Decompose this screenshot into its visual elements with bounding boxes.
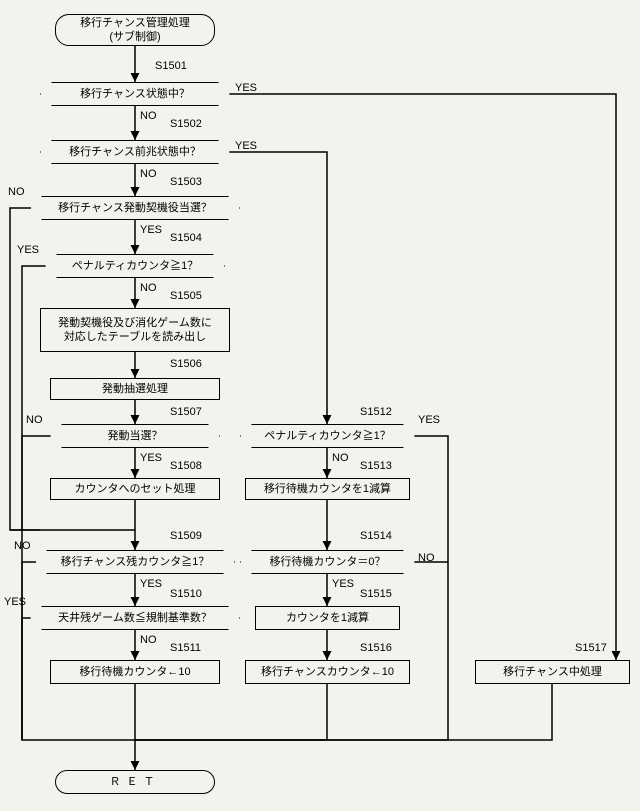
s1502-text: 移行チャンス前兆状態中？ — [69, 145, 201, 159]
s1510-no: NO — [140, 634, 157, 646]
s1508-process: カウンタへのセット処理 — [50, 478, 220, 500]
s1515-text: カウンタを1減算 — [286, 611, 369, 625]
s1514-step: S1514 — [360, 530, 392, 542]
s1501-no: NO — [140, 110, 157, 122]
s1504-step: S1504 — [170, 232, 202, 244]
s1512-no: NO — [332, 452, 349, 464]
s1515-step: S1515 — [360, 588, 392, 600]
ret-terminal: ＲＥＴ — [55, 770, 215, 794]
s1501-yes: YES — [235, 82, 257, 94]
s1512-text: ペナルティカウンタ≧1？ — [264, 429, 390, 443]
s1507-no: NO — [26, 414, 43, 426]
s1517-text: 移行チャンス中処理 — [503, 665, 602, 679]
s1513-text: 移行待機カウンタを1減算 — [264, 482, 391, 496]
s1513-process: 移行待機カウンタを1減算 — [245, 478, 410, 500]
s1502-decision: 移行チャンス前兆状態中？ — [40, 140, 230, 164]
s1507-decision: 発動当選？ — [50, 424, 220, 448]
s1508-text: カウンタへのセット処理 — [75, 482, 196, 496]
s1501-step: S1501 — [155, 60, 187, 72]
s1509-no: NO — [14, 540, 31, 552]
s1512-yes: YES — [418, 414, 440, 426]
s1516-text: 移行チャンスカウンタ←10 — [261, 665, 394, 679]
s1512-decision: ペナルティカウンタ≧1？ — [240, 424, 415, 448]
s1505-step: S1505 — [170, 290, 202, 302]
s1509-yes: YES — [140, 578, 162, 590]
s1504-yes: YES — [17, 244, 39, 256]
s1504-text: ペナルティカウンタ≧1？ — [72, 259, 198, 273]
s1503-yes: YES — [140, 224, 162, 236]
s1511-text: 移行待機カウンタ←10 — [79, 665, 190, 679]
s1507-yes: YES — [140, 452, 162, 464]
s1504-no: NO — [140, 282, 157, 294]
s1512-step: S1512 — [360, 406, 392, 418]
s1509-text: 移行チャンス残カウンタ≧1？ — [61, 555, 210, 569]
s1509-decision: 移行チャンス残カウンタ≧1？ — [35, 550, 235, 574]
start-label: 移行チャンス管理処理 (サブ制御) — [80, 16, 190, 45]
s1506-step: S1506 — [170, 358, 202, 370]
s1517-step: S1517 — [575, 642, 607, 654]
s1502-step: S1502 — [170, 118, 202, 130]
ret-label: ＲＥＴ — [110, 775, 161, 789]
s1517-process: 移行チャンス中処理 — [475, 660, 630, 684]
s1510-text: 天井残ゲーム数≦規制基準数？ — [58, 611, 212, 625]
s1507-step: S1507 — [170, 406, 202, 418]
s1505-text: 発動契機役及び消化ゲーム数に 対応したテーブルを読み出し — [58, 316, 212, 345]
s1502-yes: YES — [235, 140, 257, 152]
s1506-process: 発動抽選処理 — [50, 378, 220, 400]
s1510-decision: 天井残ゲーム数≦規制基準数？ — [30, 606, 240, 630]
s1514-decision: 移行待機カウンタ＝0？ — [240, 550, 415, 574]
s1514-no: NO — [418, 552, 435, 564]
s1503-no: NO — [8, 186, 25, 198]
s1505-process: 発動契機役及び消化ゲーム数に 対応したテーブルを読み出し — [40, 308, 230, 352]
s1514-text: 移行待機カウンタ＝0？ — [269, 555, 385, 569]
s1511-process: 移行待機カウンタ←10 — [50, 660, 220, 684]
s1508-step: S1508 — [170, 460, 202, 472]
s1502-no: NO — [140, 168, 157, 180]
s1503-step: S1503 — [170, 176, 202, 188]
s1504-decision: ペナルティカウンタ≧1？ — [45, 254, 225, 278]
s1516-process: 移行チャンスカウンタ←10 — [245, 660, 410, 684]
start-terminal: 移行チャンス管理処理 (サブ制御) — [55, 14, 215, 46]
s1503-text: 移行チャンス発動契機役当選？ — [58, 201, 212, 215]
s1509-step: S1509 — [170, 530, 202, 542]
s1511-step: S1511 — [170, 642, 201, 654]
s1510-step: S1510 — [170, 588, 202, 600]
s1501-decision: 移行チャンス状態中？ — [40, 82, 230, 106]
s1507-text: 発動当選？ — [108, 429, 163, 443]
s1510-yes: YES — [4, 596, 26, 608]
s1513-step: S1513 — [360, 460, 392, 472]
s1515-process: カウンタを1減算 — [255, 606, 400, 630]
s1501-text: 移行チャンス状態中？ — [80, 87, 190, 101]
s1503-decision: 移行チャンス発動契機役当選？ — [30, 196, 240, 220]
flow-wires — [0, 0, 640, 811]
s1506-text: 発動抽選処理 — [102, 382, 168, 396]
s1514-yes: YES — [332, 578, 354, 590]
s1516-step: S1516 — [360, 642, 392, 654]
